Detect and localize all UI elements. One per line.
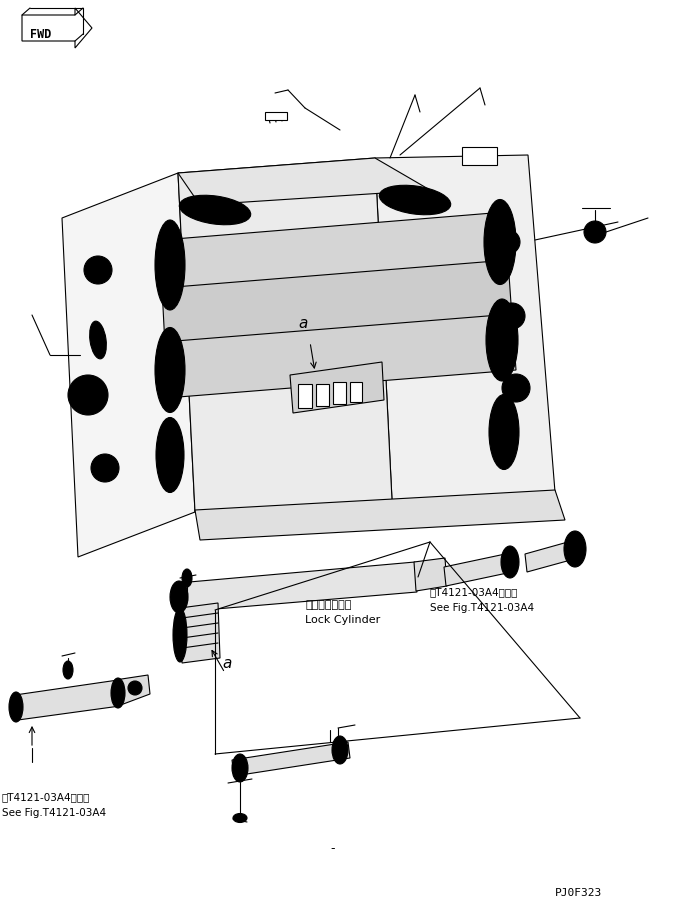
Ellipse shape: [180, 196, 251, 225]
Circle shape: [510, 382, 522, 394]
Ellipse shape: [9, 692, 23, 722]
Ellipse shape: [155, 220, 185, 310]
Ellipse shape: [337, 744, 344, 756]
Ellipse shape: [170, 581, 188, 613]
Text: See Fig.T4121-03A4: See Fig.T4121-03A4: [2, 808, 106, 818]
Polygon shape: [195, 490, 565, 540]
Text: -: -: [330, 842, 335, 855]
Ellipse shape: [332, 736, 348, 764]
Circle shape: [496, 230, 520, 254]
Ellipse shape: [486, 299, 518, 381]
Polygon shape: [525, 540, 578, 572]
Circle shape: [128, 681, 142, 695]
Polygon shape: [162, 212, 508, 293]
Ellipse shape: [484, 199, 516, 285]
Bar: [265, 112, 287, 120]
Circle shape: [132, 685, 138, 691]
Ellipse shape: [156, 418, 184, 492]
Text: See Fig.T4121-03A4: See Fig.T4121-03A4: [430, 603, 534, 613]
Ellipse shape: [233, 814, 247, 823]
Ellipse shape: [564, 531, 586, 567]
Text: 笮T4121-03A4図参照: 笮T4121-03A4図参照: [430, 587, 518, 597]
Polygon shape: [444, 553, 512, 586]
Polygon shape: [232, 742, 350, 776]
Polygon shape: [15, 680, 120, 720]
Text: FWD: FWD: [30, 28, 51, 41]
Polygon shape: [178, 158, 430, 205]
Circle shape: [68, 375, 108, 415]
Bar: [462, 147, 497, 165]
Text: ロックシリンダ: ロックシリンダ: [305, 600, 351, 610]
Circle shape: [584, 221, 606, 243]
Polygon shape: [375, 155, 555, 500]
Bar: [350, 382, 362, 402]
Bar: [333, 382, 346, 404]
Circle shape: [84, 256, 112, 284]
Polygon shape: [178, 158, 392, 512]
Polygon shape: [22, 8, 92, 48]
Polygon shape: [178, 562, 417, 612]
Ellipse shape: [232, 754, 248, 782]
Ellipse shape: [173, 608, 187, 662]
Circle shape: [503, 237, 513, 247]
Circle shape: [507, 310, 518, 321]
Bar: [298, 384, 312, 408]
Polygon shape: [115, 675, 150, 706]
Ellipse shape: [379, 186, 451, 215]
Ellipse shape: [63, 661, 73, 679]
Polygon shape: [180, 603, 220, 663]
Ellipse shape: [501, 546, 519, 578]
Text: PJ0F323: PJ0F323: [555, 888, 602, 898]
Ellipse shape: [155, 328, 185, 412]
Text: Lock Cylinder: Lock Cylinder: [305, 615, 380, 625]
Ellipse shape: [111, 678, 125, 708]
Ellipse shape: [236, 762, 244, 774]
Circle shape: [590, 227, 600, 237]
Ellipse shape: [182, 569, 192, 587]
Text: a: a: [298, 316, 307, 331]
Circle shape: [99, 462, 111, 474]
Polygon shape: [290, 362, 384, 413]
Ellipse shape: [89, 321, 107, 359]
Circle shape: [92, 264, 104, 276]
Ellipse shape: [489, 395, 519, 470]
Circle shape: [91, 454, 119, 482]
Polygon shape: [62, 173, 195, 557]
Text: a: a: [222, 656, 232, 671]
Text: 笮T4121-03A4図参照: 笮T4121-03A4図参照: [2, 792, 90, 802]
Circle shape: [79, 386, 97, 404]
Circle shape: [499, 303, 525, 329]
Circle shape: [502, 374, 530, 402]
Polygon shape: [163, 314, 516, 398]
Polygon shape: [414, 558, 447, 591]
Polygon shape: [162, 260, 512, 346]
Bar: [316, 384, 329, 406]
